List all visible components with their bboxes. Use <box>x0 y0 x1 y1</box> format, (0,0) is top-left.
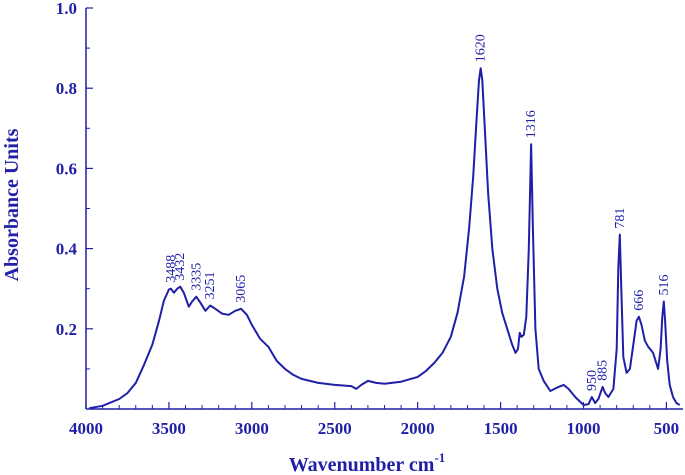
y-tick-label: 0.8 <box>56 79 77 98</box>
peak-label: 516 <box>657 275 672 296</box>
x-axis-title-text: Wavenumber cm <box>289 454 435 475</box>
y-tick-label: 1.0 <box>56 0 77 18</box>
y-axis-ticks: 0.2 0.4 0.6 0.8 1.0 <box>56 0 93 370</box>
x-axis-ticks: 4000 3500 3000 2500 2000 1500 1000 500 <box>69 402 679 438</box>
peak-label: 3432 <box>173 253 188 281</box>
spectrum-line <box>89 67 681 410</box>
x-tick-label: 3500 <box>152 419 186 438</box>
y-tick-label: 0.6 <box>56 159 77 178</box>
x-axis-title: Wavenumber cm-1 <box>289 450 446 475</box>
peak-label: 1620 <box>474 34 489 62</box>
peak-label: 3251 <box>203 272 218 300</box>
series-layer <box>89 67 681 410</box>
peak-label: 885 <box>596 360 611 381</box>
x-tick-label: 2500 <box>318 419 352 438</box>
peak-label: 781 <box>613 208 628 229</box>
x-tick-label: 2000 <box>401 419 435 438</box>
y-tick-label: 0.4 <box>56 240 78 259</box>
peak-label: 3065 <box>234 275 249 303</box>
x-axis-title-superscript: -1 <box>434 450 445 465</box>
peak-label: 1316 <box>524 110 539 138</box>
peak-label: 3488 <box>164 255 179 283</box>
peak-label: 950 <box>585 370 600 391</box>
x-tick-label: 3000 <box>235 419 269 438</box>
x-tick-label: 500 <box>654 419 680 438</box>
x-tick-label: 1500 <box>484 419 518 438</box>
x-tick-label: 1000 <box>567 419 601 438</box>
axes <box>85 8 683 410</box>
y-tick-label: 0.2 <box>56 320 77 339</box>
peak-label: 3335 <box>189 263 204 291</box>
x-tick-label: 4000 <box>69 419 103 438</box>
y-axis-title: Absorbance Units <box>1 128 23 281</box>
peak-label: 666 <box>632 290 647 311</box>
